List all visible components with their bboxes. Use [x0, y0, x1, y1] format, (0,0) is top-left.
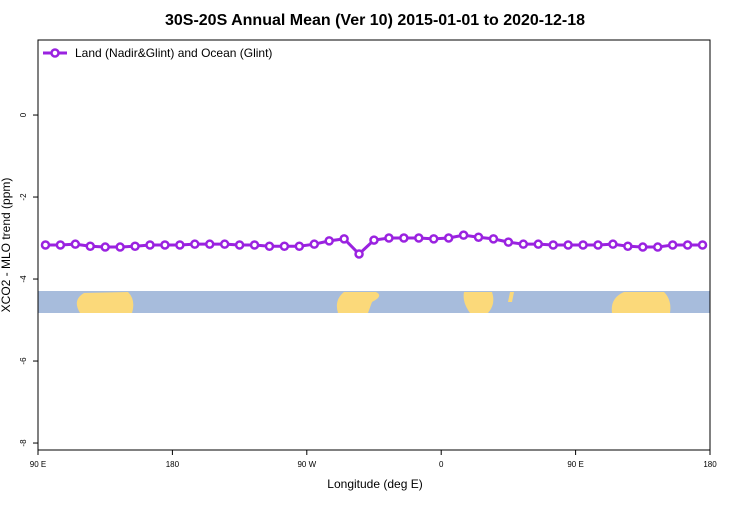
point — [40, 240, 51, 250]
point — [339, 234, 349, 244]
point — [682, 240, 693, 250]
point — [279, 241, 290, 251]
x-tick-label: 90 E — [30, 460, 46, 469]
point — [100, 242, 110, 252]
point — [354, 249, 364, 259]
point — [563, 240, 573, 250]
x-tick-label: 180 — [166, 460, 180, 469]
point — [204, 239, 215, 249]
point — [458, 230, 469, 240]
point — [55, 240, 66, 250]
point — [384, 233, 394, 243]
point — [638, 242, 648, 252]
x-tick-label: 90 W — [297, 460, 316, 469]
point — [234, 240, 245, 250]
point — [70, 239, 81, 249]
point — [130, 241, 140, 251]
point — [249, 240, 260, 250]
point — [145, 240, 155, 250]
x-tick-label: 90 E — [567, 460, 583, 469]
legend-label: Land (Nadir&Glint) and Ocean (Glint) — [75, 46, 272, 60]
point — [115, 242, 125, 252]
y-tick-label: -4 — [19, 275, 28, 283]
point — [578, 240, 588, 250]
point — [443, 233, 454, 243]
y-tick-label: -6 — [19, 357, 28, 365]
point — [593, 240, 603, 250]
map-strip — [38, 291, 710, 313]
x-tick-label: 0 — [439, 460, 444, 469]
point — [309, 239, 320, 249]
point — [533, 239, 544, 249]
point — [608, 239, 618, 249]
point — [264, 241, 275, 251]
x-axis-label: Longitude (deg E) — [327, 477, 422, 491]
point — [667, 240, 678, 250]
y-axis-label: XCO2 - MLO trend (ppm) — [0, 178, 13, 313]
point — [428, 234, 439, 244]
x-tick-label: 180 — [703, 460, 717, 469]
point — [160, 240, 170, 250]
point — [85, 241, 96, 251]
point — [652, 242, 663, 252]
y-tick-label: 0 — [19, 112, 28, 117]
point — [369, 235, 379, 245]
legend-marker — [50, 48, 60, 58]
point — [294, 241, 305, 251]
plot-frame — [37, 39, 711, 451]
point — [324, 236, 334, 246]
point — [518, 239, 529, 249]
y-tick-label: -2 — [19, 193, 28, 201]
point — [548, 240, 558, 250]
point — [190, 239, 200, 249]
chart-title: 30S-20S Annual Mean (Ver 10) 2015-01-01 … — [165, 12, 585, 29]
point — [473, 232, 484, 242]
point — [219, 239, 230, 249]
point — [697, 240, 708, 250]
point — [175, 240, 185, 250]
y-tick-label: -8 — [19, 439, 28, 447]
point — [503, 237, 514, 247]
point — [399, 233, 409, 243]
point — [623, 241, 633, 251]
point — [414, 233, 424, 243]
point — [488, 234, 499, 244]
